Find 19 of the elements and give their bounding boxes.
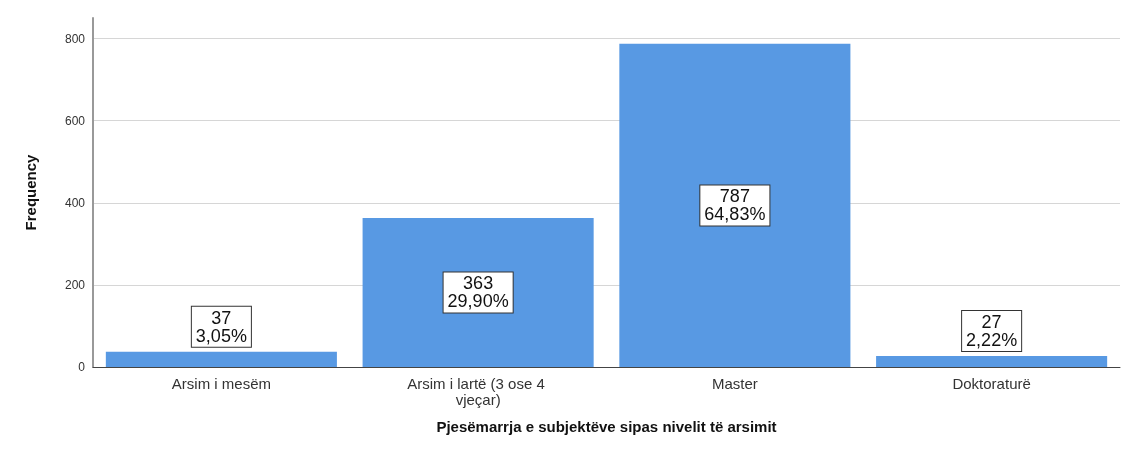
bar [105,351,337,367]
y-axis-title: Frequency [22,153,39,231]
x-axis-title: Pjesëmarrja e subjektëve sipas nivelit të arsimit [436,418,777,435]
y-tick-label: 200 [64,277,86,292]
bar [362,217,594,367]
x-tick-label: Arsim i mesëm [171,374,271,392]
data-label: 27 2,22% [966,311,1018,350]
data-label: 787 64,83% [704,186,766,225]
x-tick-label: Arsim i lartë (3 ose 4 vjeçar) [407,374,549,408]
bar [876,355,1108,367]
y-tick-label: 600 [64,113,86,128]
data-label: 37 3,05% [195,307,247,346]
data-label: 363 29,90% [447,273,509,312]
bar [619,43,851,367]
x-tick-label: Master [711,374,758,392]
y-tick-label: 0 [78,360,86,374]
x-tick-label: Doktoraturë [952,374,1031,392]
y-tick-label: 800 [64,31,86,46]
y-tick-label: 400 [64,195,86,210]
